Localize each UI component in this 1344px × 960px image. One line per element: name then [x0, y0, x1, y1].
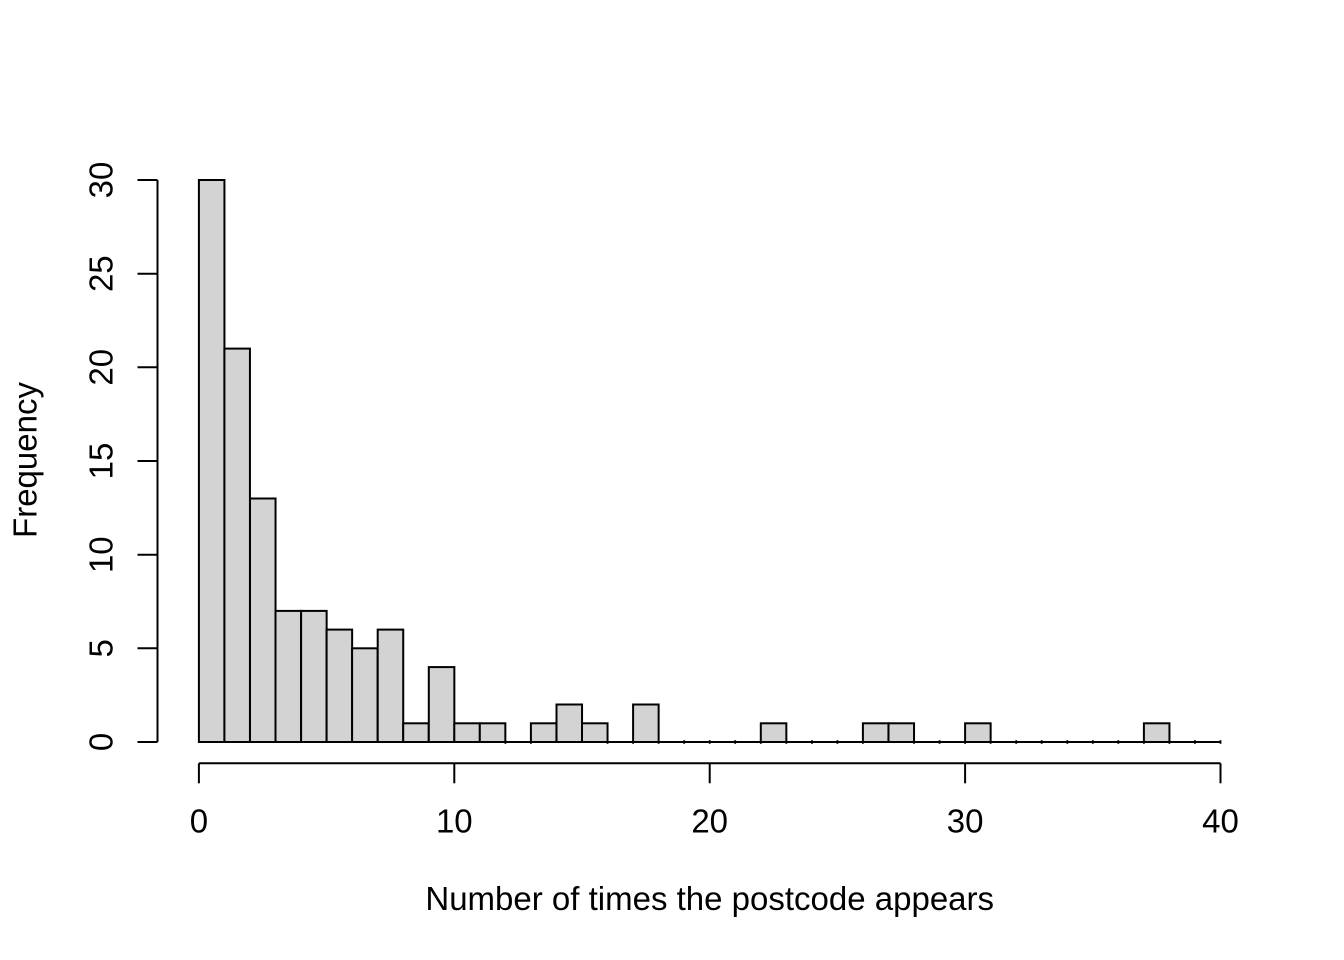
- svg-text:40: 40: [1202, 803, 1239, 840]
- svg-text:25: 25: [83, 255, 120, 292]
- svg-text:10: 10: [83, 536, 120, 573]
- svg-text:0: 0: [83, 733, 120, 751]
- svg-text:20: 20: [83, 349, 120, 386]
- svg-text:0: 0: [190, 803, 208, 840]
- svg-text:30: 30: [947, 803, 984, 840]
- svg-text:Frequency: Frequency: [7, 382, 44, 538]
- svg-text:Number of times the postcode a: Number of times the postcode appears: [425, 880, 994, 917]
- svg-text:10: 10: [436, 803, 473, 840]
- svg-text:20: 20: [691, 803, 728, 840]
- svg-text:5: 5: [83, 639, 120, 657]
- svg-text:15: 15: [83, 443, 120, 480]
- svg-text:30: 30: [83, 162, 120, 199]
